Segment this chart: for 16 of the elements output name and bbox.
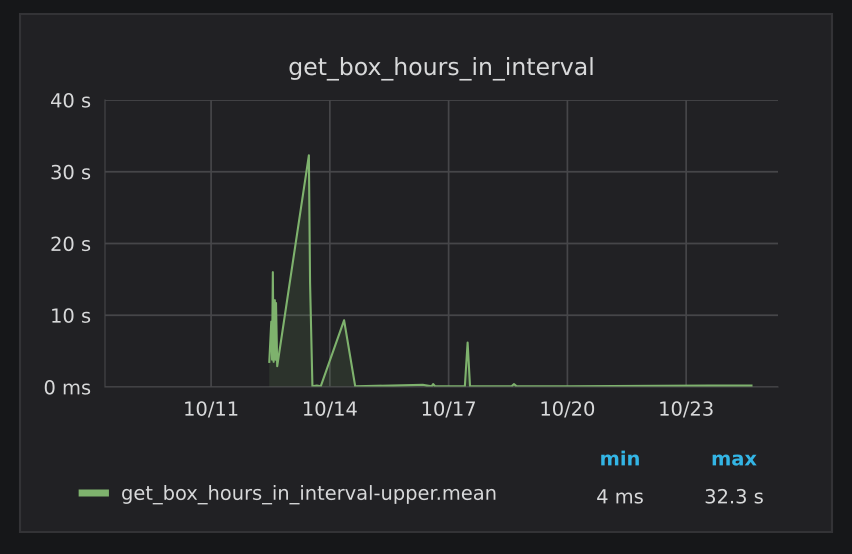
text: max: [712, 454, 757, 466]
text: 32.3 s: [706, 488, 763, 504]
x-tick-label: 10/14: [304, 401, 357, 418]
y-tick-label: 30 s: [52, 164, 90, 180]
text: min: [601, 450, 639, 466]
x-tick-label: 10/23: [660, 401, 713, 418]
text: 4 ms: [597, 489, 643, 504]
x-tick-label: 10/17: [422, 401, 475, 418]
x-tick-label: 10/20: [542, 401, 594, 418]
chart-title: get_box_hours_in_interval: [290, 57, 593, 81]
legend-label: get_box_hours_in_interval-upper.mean: [122, 485, 496, 504]
y-tick-label: 0 ms: [44, 380, 90, 395]
y-tick-label: 20 s: [51, 236, 90, 252]
x-tick-label: 10/11: [185, 401, 238, 418]
y-tick-label: 10 s: [52, 308, 90, 323]
y-tick-label: 40 s: [51, 92, 90, 108]
